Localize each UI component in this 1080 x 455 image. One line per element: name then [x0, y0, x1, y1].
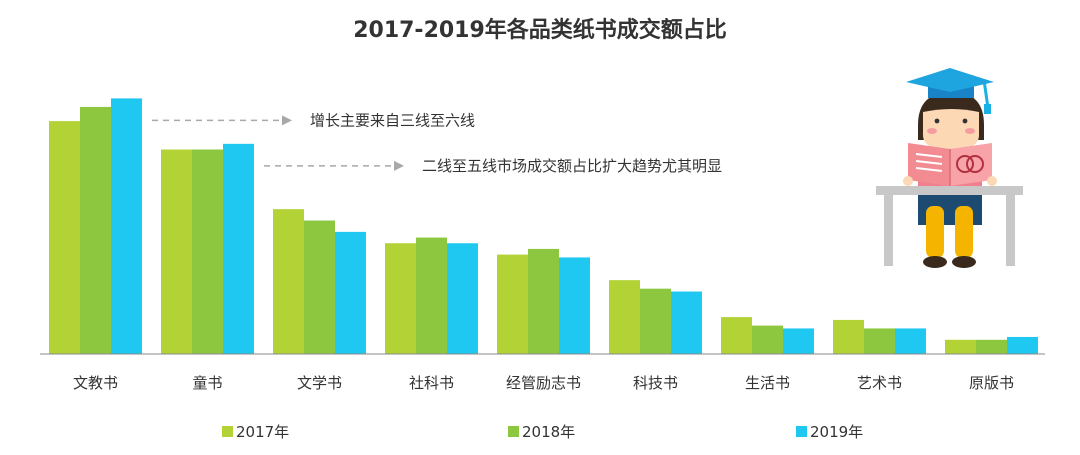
legend-swatch [796, 426, 807, 437]
bar-原版书-2019年 [1007, 336, 1038, 354]
bar-经管励志书-2019年 [559, 257, 590, 354]
bar-童书-2018年 [192, 149, 223, 354]
category-label: 社科书 [409, 374, 454, 392]
bar-文教书-2019年 [111, 98, 142, 355]
legend-label: 2018年 [522, 423, 575, 441]
graduate-student-reading-icon [876, 68, 1023, 268]
bar-科技书-2018年 [640, 288, 671, 354]
bar-社科书-2017年 [385, 243, 416, 354]
bar-原版书-2018年 [976, 339, 1007, 354]
legend-label: 2019年 [810, 423, 863, 441]
bar-生活书-2018年 [752, 325, 783, 354]
category-label: 生活书 [745, 374, 790, 392]
bar-童书-2019年 [223, 143, 254, 354]
bar-艺术书-2017年 [833, 319, 864, 354]
bar-艺术书-2018年 [864, 328, 895, 354]
legend: 2017年 2018年 2019年 [222, 423, 863, 441]
category-label: 童书 [192, 374, 222, 392]
bar-童书-2017年 [161, 149, 192, 354]
bar-艺术书-2019年 [895, 328, 926, 354]
bar-文学书-2018年 [304, 220, 335, 354]
annotation-text: 二线至五线市场成交额占比扩大趋势尤其明显 [422, 157, 722, 175]
category-label: 经管励志书 [506, 374, 581, 392]
bar-科技书-2017年 [609, 280, 640, 354]
bar-经管励志书-2018年 [528, 248, 559, 354]
bar-文教书-2018年 [80, 106, 111, 354]
chart-title: 2017-2019年各品类纸书成交额占比 [353, 18, 727, 43]
bar-生活书-2017年 [721, 317, 752, 354]
category-label: 文教书 [73, 374, 118, 392]
bars-group [49, 98, 1038, 355]
legend-swatch [222, 426, 233, 437]
bar-文学书-2017年 [273, 209, 304, 354]
legend-label: 2017年 [236, 423, 289, 441]
category-label: 科技书 [633, 374, 678, 392]
legend-swatch [508, 426, 519, 437]
bar-文教书-2017年 [49, 121, 80, 355]
bar-经管励志书-2017年 [497, 254, 528, 354]
bar-文学书-2019年 [335, 231, 366, 354]
annotation-text: 增长主要来自三线至六线 [310, 111, 475, 129]
category-label: 文学书 [297, 374, 342, 392]
category-label: 艺术书 [857, 374, 902, 392]
bar-科技书-2019年 [671, 291, 702, 354]
bar-社科书-2018年 [416, 237, 447, 354]
bar-原版书-2017年 [945, 339, 976, 354]
bar-社科书-2019年 [447, 243, 478, 354]
category-labels: 文教书 童书 文学书 社科书 经管励志书 科技书 生活书 艺术书 原版书 [73, 374, 1014, 392]
bar-生活书-2019年 [783, 328, 814, 354]
category-label: 原版书 [969, 374, 1014, 392]
